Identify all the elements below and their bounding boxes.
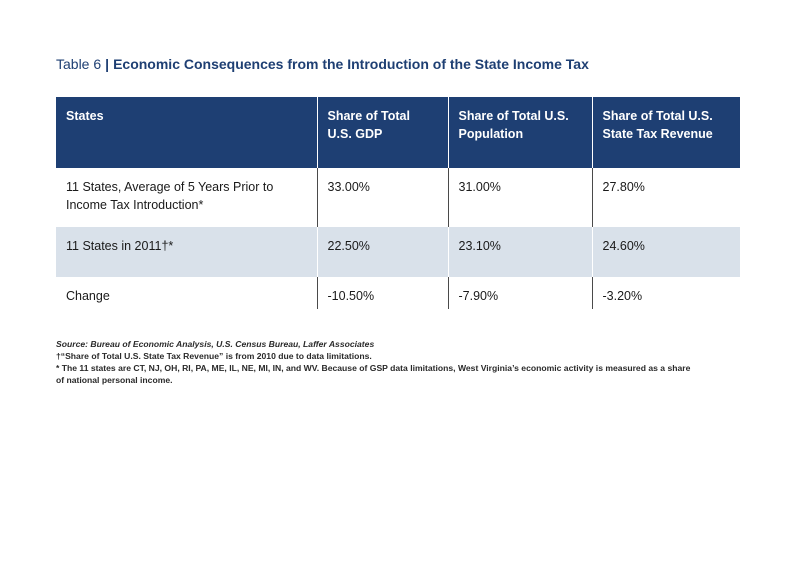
row-label-line: 11 States, Average of 5 Years Prior to [66, 180, 274, 194]
cell-tax-revenue: 27.80% [592, 168, 740, 227]
header-line: U.S. GDP [327, 127, 383, 141]
row-label: 11 States, Average of 5 Years Prior to I… [56, 168, 318, 227]
row-label-line: Income Tax Introduction* [66, 198, 204, 212]
table-row: 11 States in 2011†* 22.50% 23.10% 24.60% [56, 227, 740, 277]
table-name: Economic Consequences from the Introduct… [113, 56, 589, 72]
dagger-note: †“Share of Total U.S. State Tax Revenue”… [56, 351, 372, 361]
header-gdp: Share of Total U.S. GDP [317, 97, 449, 168]
table-notes: Source: Bureau of Economic Analysis, U.S… [56, 338, 746, 386]
data-table: States Share of Total U.S. GDP Share of … [56, 97, 740, 309]
row-label-line: 11 States in 2011†* [66, 239, 174, 253]
cell-population: 31.00% [448, 168, 593, 227]
cell-gdp: 33.00% [317, 168, 449, 227]
header-population: Share of Total U.S. Population [448, 97, 593, 168]
title-separator: | [105, 56, 110, 72]
table-header-row: States Share of Total U.S. GDP Share of … [56, 97, 740, 168]
cell-tax-revenue: 24.60% [592, 227, 740, 277]
cell-gdp: 22.50% [317, 227, 449, 277]
row-label-line: Change [66, 289, 110, 303]
cell-gdp: -10.50% [317, 277, 449, 309]
header-line: Share of Total [327, 109, 410, 123]
header-line: States [66, 109, 104, 123]
header-line: Population [458, 127, 524, 141]
header-tax-revenue: Share of Total U.S. State Tax Revenue [592, 97, 740, 168]
header-states: States [56, 97, 318, 168]
cell-population: 23.10% [448, 227, 593, 277]
asterisk-note-line: * The 11 states are CT, NJ, OH, RI, PA, … [56, 363, 691, 373]
table-title: Table 6 | Economic Consequences from the I… [56, 56, 589, 72]
cell-population: -7.90% [448, 277, 593, 309]
header-line: Share of Total U.S. [458, 109, 569, 123]
header-line: State Tax Revenue [602, 127, 713, 141]
asterisk-note-line: of national personal income. [56, 375, 173, 385]
cell-tax-revenue: -3.20% [592, 277, 740, 309]
table-row: 11 States, Average of 5 Years Prior to I… [56, 168, 740, 227]
source-note: Source: Bureau of Economic Analysis, U.S… [56, 339, 375, 349]
table-row: Change -10.50% -7.90% -3.20% [56, 277, 740, 309]
row-label: 11 States in 2011†* [56, 227, 318, 277]
row-label: Change [56, 277, 318, 309]
table-number: Table 6 [56, 56, 102, 72]
header-line: Share of Total U.S. [602, 109, 713, 123]
